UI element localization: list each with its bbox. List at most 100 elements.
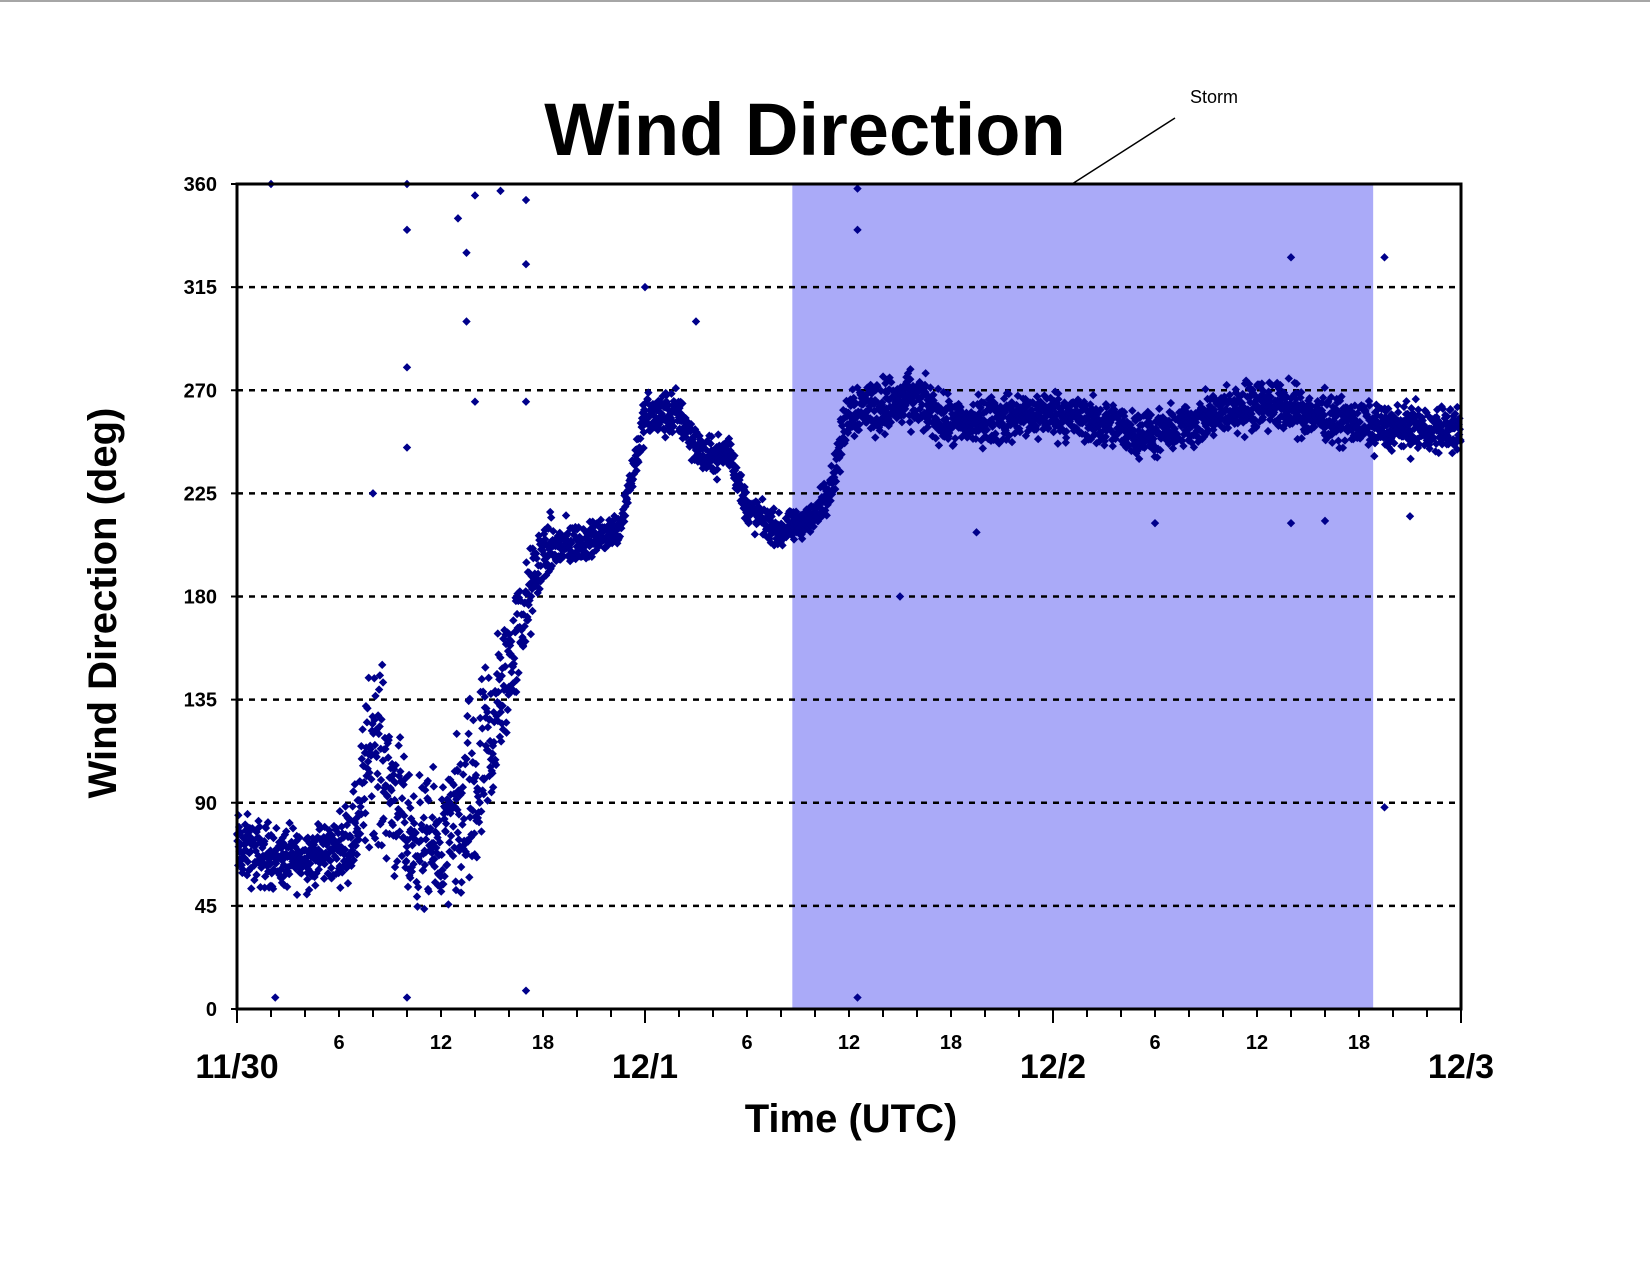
- data-point-2562: [1155, 404, 1164, 413]
- data-point-749: [502, 728, 511, 737]
- data-point-133: [280, 830, 290, 839]
- data-point-1833: [892, 413, 902, 423]
- data-point-1282: [694, 446, 703, 456]
- data-point-1376: [728, 460, 737, 470]
- data-point-109: [272, 823, 281, 833]
- data-point-1491: [769, 504, 779, 513]
- data-point-614: [453, 766, 463, 776]
- data-point-2383: [1090, 429, 1100, 439]
- data-point-1592: [806, 527, 815, 536]
- data-point-92: [265, 860, 275, 869]
- data-point-647: [465, 694, 475, 704]
- data-point-1372: [726, 440, 735, 449]
- data-point-3406: [402, 993, 412, 1002]
- data-point-2697: [1203, 417, 1212, 426]
- data-point-2755: [1224, 417, 1234, 426]
- data-point-1414: [741, 488, 751, 497]
- data-point-1651: [827, 461, 836, 471]
- data-point-1383: [730, 466, 740, 475]
- data-point-2698: [1204, 425, 1213, 435]
- data-point-406: [378, 678, 388, 687]
- data-point-1757: [865, 402, 874, 411]
- data-point-1143: [644, 388, 653, 397]
- data-point-1910: [920, 408, 929, 418]
- data-point-1948: [934, 384, 943, 394]
- x-date-label-12-3: 12/3: [1428, 1048, 1494, 1086]
- data-point-2225: [1033, 434, 1043, 444]
- data-point-776: [512, 687, 521, 697]
- data-point-402: [377, 841, 386, 850]
- data-point-1811: [884, 395, 894, 405]
- data-point-333: [352, 850, 362, 859]
- data-point-715: [490, 717, 499, 727]
- data-point-2175: [1015, 427, 1025, 437]
- data-point-2110: [992, 435, 1001, 444]
- data-point-2556: [1153, 453, 1162, 462]
- data-point-2476: [1124, 429, 1133, 438]
- data-point-541: [427, 848, 437, 858]
- data-point-938: [570, 550, 579, 560]
- data-point-3409: [462, 317, 471, 326]
- data-point-1210: [668, 417, 677, 426]
- data-point-167: [292, 890, 302, 899]
- data-point-627: [458, 783, 468, 792]
- data-point-3350: [1438, 404, 1448, 414]
- data-point-836: [533, 569, 543, 579]
- data-point-1280: [693, 457, 703, 466]
- data-point-1493: [770, 540, 779, 550]
- data-point-779: [513, 589, 522, 598]
- data-point-3165: [1372, 400, 1381, 409]
- data-point-688: [480, 692, 489, 702]
- data-point-1242: [680, 417, 689, 427]
- data-point-1590: [805, 504, 814, 514]
- data-point-1906: [918, 391, 928, 401]
- data-point-343: [356, 802, 365, 811]
- data-point-2862: [1263, 403, 1272, 412]
- data-point-696: [483, 796, 492, 805]
- data-point-1950: [934, 441, 944, 450]
- data-point-509: [415, 798, 425, 807]
- data-point-3307: [1423, 434, 1432, 444]
- data-point-2032: [964, 432, 973, 441]
- data-point-463: [399, 780, 408, 789]
- data-point-354: [360, 794, 369, 804]
- data-point-316: [346, 833, 356, 842]
- data-point-1110: [632, 466, 641, 475]
- data-point-351: [359, 820, 368, 830]
- data-point-583: [442, 860, 452, 869]
- data-point-1120: [636, 434, 645, 443]
- data-point-2144: [1004, 389, 1013, 399]
- data-point-733: [496, 707, 505, 717]
- data-point-816: [526, 629, 536, 639]
- data-point-1843: [896, 383, 905, 392]
- data-point-3408: [462, 248, 471, 257]
- data-point-870: [546, 507, 555, 517]
- data-point-2019: [959, 425, 968, 434]
- data-point-3224: [1393, 400, 1402, 410]
- data-point-3264: [1407, 433, 1417, 443]
- data-point-396: [375, 722, 384, 731]
- data-point-1807: [883, 408, 892, 417]
- data-point-2198: [1023, 401, 1033, 410]
- data-point-2372: [1086, 435, 1096, 444]
- data-point-1127: [638, 408, 647, 418]
- data-point-2503: [1133, 411, 1143, 420]
- data-point-3338: [1434, 448, 1443, 458]
- data-point-323: [349, 787, 358, 796]
- data-point-427: [386, 764, 395, 773]
- data-point-799: [520, 622, 529, 631]
- data-point-12: [237, 855, 246, 865]
- data-point-500: [412, 892, 422, 901]
- data-point-2514: [1137, 420, 1147, 430]
- data-point-1693: [842, 396, 851, 406]
- data-point-2477: [1124, 441, 1133, 450]
- data-point-1916: [922, 400, 932, 410]
- data-point-2254: [1044, 423, 1053, 433]
- data-point-645: [465, 873, 474, 882]
- data-point-384: [370, 834, 380, 843]
- data-point-3413: [521, 195, 531, 205]
- data-point-1810: [884, 421, 893, 431]
- data-point-848: [538, 574, 547, 584]
- data-point-735: [497, 671, 506, 681]
- data-point-31: [243, 834, 253, 844]
